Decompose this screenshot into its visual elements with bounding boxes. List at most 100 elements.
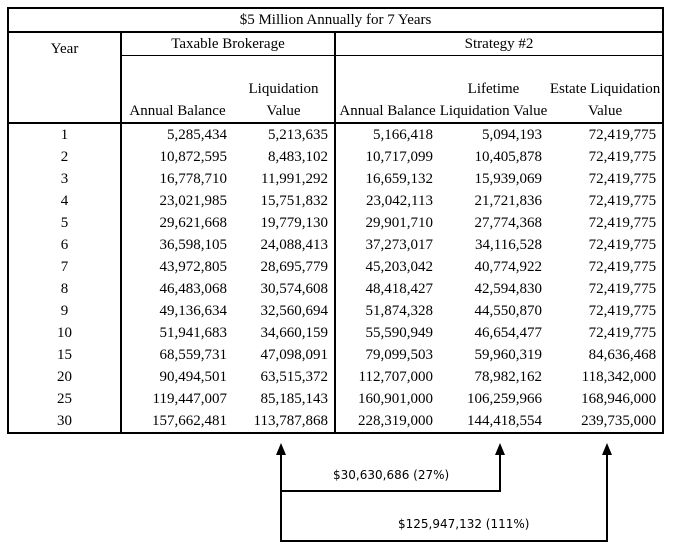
s-balance-cell: 10,717,099 <box>365 149 434 165</box>
table-row: 4 23,021,985 15,751,832 23,042,113 21,721,83… <box>7 190 665 212</box>
year-cell: 20 <box>7 366 122 388</box>
year-cell: 1 <box>7 123 122 146</box>
tb-balance-cell: 5,285,434 <box>167 127 227 143</box>
tb-balance-cell: 157,662,481 <box>121 410 233 434</box>
s-estate-header: Estate Liquidation Value <box>548 55 665 124</box>
table-row: 7 43,972,805 28,695,779 45,203,042 40,774,92… <box>7 256 665 278</box>
year-cell: 9 <box>7 300 122 322</box>
tb-liquidation-cell: 63,515,372 <box>233 366 336 388</box>
s-balance-cell: 112,707,000 <box>358 369 433 385</box>
year-cell: 25 <box>7 388 122 410</box>
tb-balance-cell: 36,598,105 <box>159 237 228 253</box>
s-estate-cell: 72,419,775 <box>548 256 665 278</box>
tb-balance-cell: 46,483,068 <box>159 281 228 297</box>
table-title: $5 Million Annually for 7 Years <box>6 7 665 33</box>
s-lifetime-cell: 106,259,966 <box>467 391 542 407</box>
s-balance-cell: 79,099,503 <box>365 347 434 363</box>
s-lifetime-cell: 10,405,878 <box>474 149 543 165</box>
s-balance-cell: 160,901,000 <box>358 391 433 407</box>
year-header: Year <box>7 32 122 124</box>
s-lifetime-cell: 46,654,477 <box>474 325 543 341</box>
year-cell: 3 <box>7 168 122 190</box>
s-estate-cell: 72,419,775 <box>548 234 665 256</box>
table-row: 25 119,447,007 85,185,143 160,901,000 106,25… <box>7 388 665 410</box>
table-row: 6 36,598,105 24,088,413 37,273,017 34,116,52… <box>7 234 665 256</box>
year-cell: 10 <box>7 322 122 344</box>
tb-liquidation-cell: 34,660,159 <box>233 322 336 344</box>
s-estate-cell: 72,419,775 <box>548 212 665 234</box>
tb-balance-header: Annual Balance <box>121 55 233 124</box>
tb-liquidation-cell: 28,695,779 <box>233 256 336 278</box>
lifetime-comparison-line <box>280 452 501 492</box>
s-lifetime-cell: 34,116,528 <box>475 237 542 253</box>
table-row: 3 16,778,710 11,991,292 16,659,132 15,939,06… <box>7 168 665 190</box>
s-estate-cell: 84,636,468 <box>548 344 665 366</box>
s-lifetime-cell: 27,774,368 <box>474 215 543 231</box>
s-lifetime-cell: 44,550,870 <box>474 303 543 319</box>
s-lifetime-cell: 40,774,922 <box>474 259 543 275</box>
year-cell: 30 <box>7 410 122 434</box>
tb-balance-cell: 43,972,805 <box>159 259 228 275</box>
year-cell: 7 <box>7 256 122 278</box>
s-lifetime-cell: 5,094,193 <box>482 127 542 143</box>
table-row: 5 29,621,668 19,779,130 29,901,710 27,774,36… <box>7 212 665 234</box>
tb-liquidation-cell: 5,213,635 <box>233 123 336 146</box>
s-lifetime-cell: 144,418,554 <box>439 410 548 434</box>
year-cell: 8 <box>7 278 122 300</box>
table-row: 10 51,941,683 34,660,159 55,590,949 46,654,4… <box>7 322 665 344</box>
tb-balance-cell: 49,136,634 <box>159 303 228 319</box>
s-lifetime-cell: 59,960,319 <box>474 347 543 363</box>
table-row: 2 10,872,595 8,483,102 10,717,099 10,405,878… <box>7 146 665 168</box>
tb-liquidation-cell: 24,088,413 <box>233 234 336 256</box>
year-cell: 4 <box>7 190 122 212</box>
s-lifetime-cell: 78,982,162 <box>474 369 543 385</box>
s-estate-cell: 72,419,775 <box>548 278 665 300</box>
tb-liquidation-header: Liquidation Value <box>233 55 336 124</box>
tb-liquidation-cell: 11,991,292 <box>233 168 336 190</box>
s-estate-cell: 72,419,775 <box>548 322 665 344</box>
tb-liquidation-cell: 19,779,130 <box>233 212 336 234</box>
tb-balance-cell: 119,447,007 <box>152 391 227 407</box>
s-balance-cell: 29,901,710 <box>365 215 434 231</box>
s-balance-header: Annual Balance <box>335 55 439 124</box>
s-balance-cell: 37,273,017 <box>365 237 434 253</box>
s-estate-cell: 118,342,000 <box>548 366 665 388</box>
year-cell: 6 <box>7 234 122 256</box>
tb-balance-cell: 29,621,668 <box>159 215 228 231</box>
year-cell: 15 <box>7 344 122 366</box>
s-balance-cell: 51,874,328 <box>365 303 434 319</box>
s-balance-cell: 16,659,132 <box>365 171 434 187</box>
estate-difference-label: $125,947,132 (111%) <box>398 517 530 531</box>
table-body: 1 5,285,434 5,213,635 5,166,418 5,094,193 72,… <box>7 123 665 434</box>
table-row: 9 49,136,634 32,560,694 51,874,328 44,550,87… <box>7 300 665 322</box>
estate-comparison-line <box>280 452 608 542</box>
s-estate-cell: 168,946,000 <box>548 388 665 410</box>
s-estate-cell: 72,419,775 <box>548 300 665 322</box>
arrowhead-icon <box>276 443 286 455</box>
tb-liquidation-cell: 30,574,608 <box>233 278 336 300</box>
s-lifetime-cell: 21,721,836 <box>474 193 543 209</box>
s-estate-cell: 72,419,775 <box>548 190 665 212</box>
tb-balance-cell: 16,778,710 <box>159 171 228 187</box>
table-row: 20 90,494,501 63,515,372 112,707,000 78,982,… <box>7 366 665 388</box>
s-balance-cell: 228,319,000 <box>335 410 439 434</box>
tb-liquidation-cell: 32,560,694 <box>233 300 336 322</box>
s-balance-cell: 48,418,427 <box>365 281 434 297</box>
s-lifetime-cell: 42,594,830 <box>474 281 543 297</box>
s-lifetime-header: Lifetime Liquidation Value <box>439 55 548 124</box>
tb-balance-cell: 51,941,683 <box>159 325 228 341</box>
s-estate-cell: 72,419,775 <box>548 168 665 190</box>
tb-liquidation-cell: 85,185,143 <box>233 388 336 410</box>
table-row: 8 46,483,068 30,574,608 48,418,427 42,594,83… <box>7 278 665 300</box>
lifetime-difference-label: $30,630,686 (27%) <box>333 468 450 482</box>
tb-balance-cell: 90,494,501 <box>159 369 228 385</box>
s-balance-cell: 45,203,042 <box>365 259 434 275</box>
taxable-brokerage-header: Taxable Brokerage <box>121 32 336 56</box>
s-estate-cell: 239,735,000 <box>548 410 665 434</box>
year-cell: 5 <box>7 212 122 234</box>
arrowhead-icon <box>602 443 612 455</box>
tb-liquidation-cell: 47,098,091 <box>233 344 336 366</box>
tb-balance-cell: 68,559,731 <box>159 347 228 363</box>
tb-liquidation-cell: 8,483,102 <box>233 146 336 168</box>
